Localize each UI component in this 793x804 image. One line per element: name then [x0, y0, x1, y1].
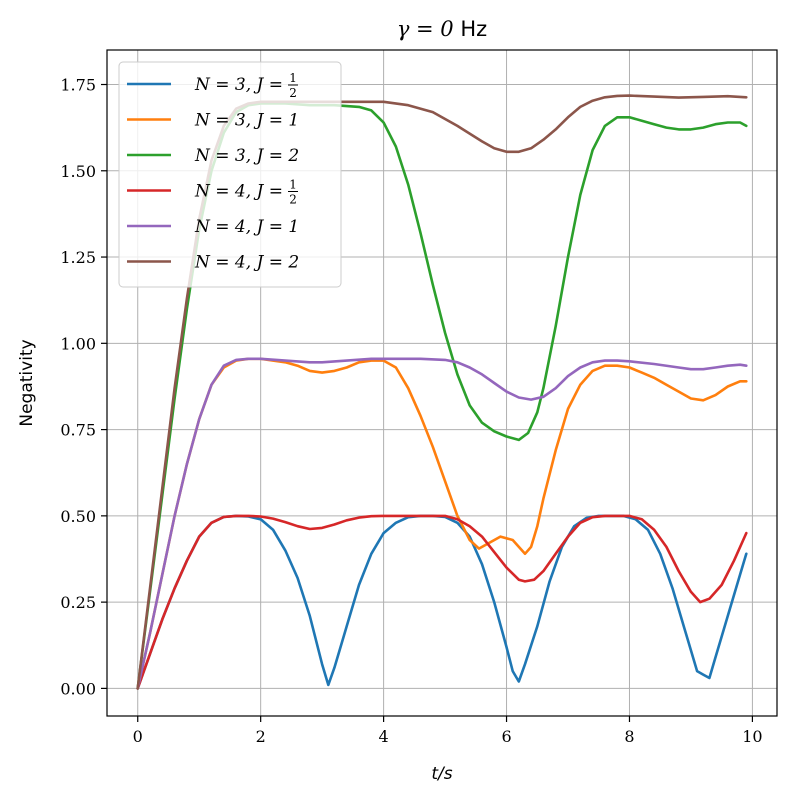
series-line-4 — [136, 514, 748, 690]
legend-item: N = 4, J = 2 — [127, 253, 299, 273]
chart-title: γ = 0 Hz — [397, 17, 487, 41]
x-axis-title: t/s — [431, 764, 452, 784]
x-tick-label: 2 — [256, 727, 266, 746]
legend-box — [118, 61, 342, 288]
legend-item: N = 4, J = 1 — [127, 217, 299, 237]
legend-label: N = 3, J = 2 — [194, 146, 299, 166]
legend-label: N = 3, J = — [194, 75, 283, 95]
legend: N = 3, J = 12N = 3, J = 1N = 3, J = 2N = … — [118, 61, 342, 288]
legend-fraction-numerator: 1 — [289, 71, 297, 85]
y-tick-label: 1.25 — [60, 248, 96, 267]
y-tick-label: 0.75 — [60, 421, 96, 440]
y-axis-title: Negativity — [17, 339, 37, 426]
legend-fraction-numerator: 1 — [289, 178, 297, 192]
plot-frame — [106, 49, 778, 717]
series-line-2 — [136, 357, 748, 690]
series-line-5 — [136, 357, 748, 690]
x-tick-label: 8 — [624, 727, 634, 746]
legend-item: N = 3, J = 2 — [127, 146, 299, 166]
legend-label: N = 3, J = 1 — [194, 111, 299, 131]
legend-fraction-denominator: 2 — [289, 193, 297, 207]
legend-item: N = 3, J = 12 — [127, 71, 299, 100]
legend-label: N = 4, J = 2 — [194, 253, 299, 273]
legend-label: N = 4, J = 1 — [194, 217, 299, 237]
legend-label: N = 4, J = — [194, 182, 283, 202]
y-tick-label: 1.75 — [60, 76, 96, 95]
x-tick-label: 0 — [133, 727, 143, 746]
legend-item: N = 3, J = 1 — [127, 111, 299, 131]
x-tick-label: 6 — [501, 727, 511, 746]
x-tick-label: 4 — [379, 727, 389, 746]
x-tick-label: 10 — [742, 727, 762, 746]
y-tick-label: 0.25 — [60, 593, 96, 612]
legend-fraction-denominator: 2 — [289, 86, 297, 100]
y-tick-label: 0.00 — [60, 679, 96, 698]
legend-item: N = 4, J = 12 — [127, 178, 299, 207]
y-tick-label: 1.00 — [60, 334, 96, 353]
axis-ticks: 0 2 4 6 8 10 0.00 0.25 0.50 0.75 1.00 1.25 1.50 1.75 — [60, 76, 762, 746]
y-tick-label: 0.50 — [60, 507, 96, 526]
y-tick-label: 1.50 — [60, 162, 96, 181]
